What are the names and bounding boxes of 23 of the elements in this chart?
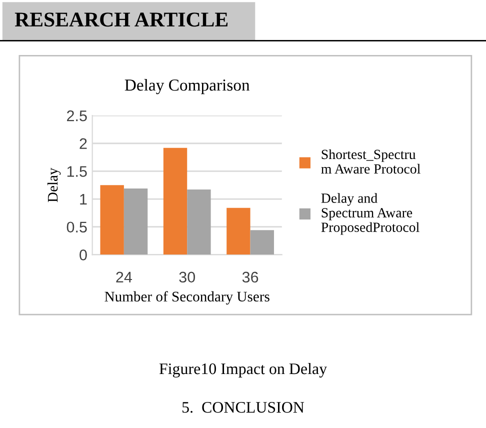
x-tick-label: 30 <box>179 272 196 283</box>
chart-title: Delay Comparison <box>124 78 250 94</box>
y-tick-label: 0.5 <box>66 222 87 233</box>
y-axis-title: Delay <box>47 168 61 202</box>
bar <box>250 230 274 255</box>
x-tick-label: 24 <box>116 272 132 282</box>
bar <box>187 190 211 255</box>
x-tick-label: 36 <box>242 272 258 283</box>
y-tick-label: 0 <box>80 250 87 260</box>
y-tick-label: 1.5 <box>67 166 87 177</box>
y-tick-label: 1 <box>80 194 87 205</box>
bar <box>100 185 124 255</box>
legend-label: Delay and Spectrum Aware ProposedProtocol <box>321 193 420 235</box>
bar <box>163 148 188 255</box>
caption: Figure10 Impact on Delay <box>159 362 327 378</box>
text: 5. CONCLUSION <box>182 402 304 413</box>
bar <box>124 188 148 255</box>
y-tick-label: 2 <box>80 138 87 149</box>
bar <box>226 208 250 255</box>
legend-label: Shortest_Spectrum Aware Protocol <box>321 149 420 174</box>
y-tick-label: 2.5 <box>67 110 87 122</box>
x-axis-title: Number of Secondary Users <box>104 291 270 305</box>
text: RESEARCH ARTICLE <box>14 12 228 27</box>
